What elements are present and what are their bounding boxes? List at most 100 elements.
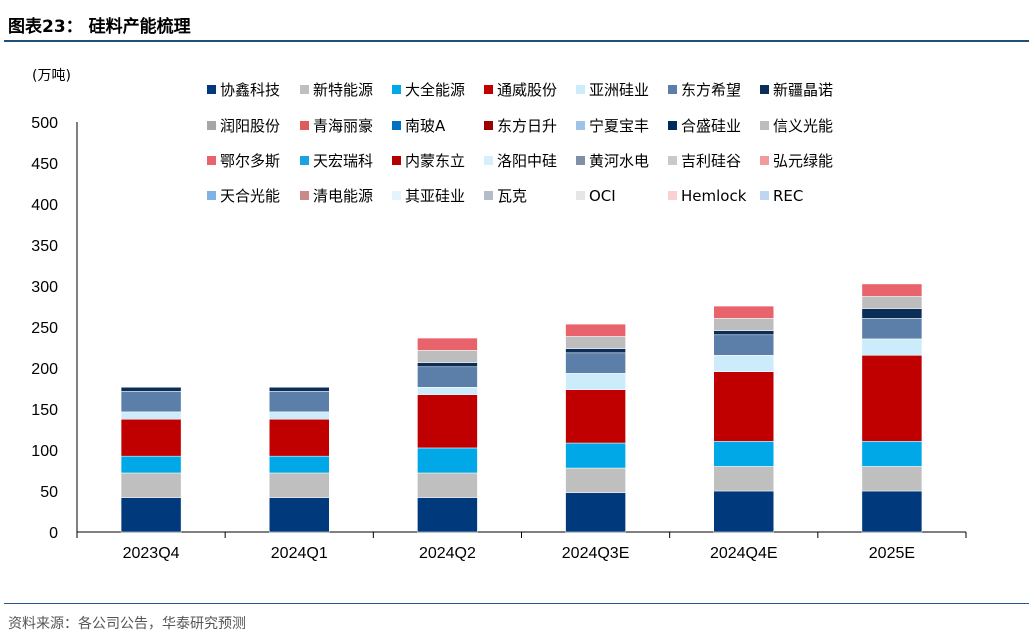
legend-label: 其亚硅业: [405, 187, 465, 205]
legend-swatch: [760, 85, 769, 94]
legend-label: 天宏瑞科: [313, 152, 373, 170]
y-tick-label: 300: [31, 279, 58, 296]
legend-swatch: [392, 85, 401, 94]
x-tick-label: 2024Q2: [419, 545, 476, 562]
y-tick-label: 100: [31, 443, 58, 460]
legend-swatch: [760, 121, 769, 130]
legend-label: 内蒙东立: [405, 152, 465, 170]
bar-segment: [565, 492, 626, 533]
x-tick-label: 2024Q4E: [710, 545, 778, 562]
legend-swatch: [207, 191, 216, 200]
bar-segment: [565, 467, 626, 493]
bar-segment: [713, 371, 774, 442]
bar-segment: [713, 330, 774, 336]
y-tick-label: 500: [31, 115, 58, 132]
legend-label: 信义光能: [773, 117, 833, 135]
bar-segment: [120, 472, 182, 498]
legend-swatch: [668, 85, 677, 94]
legend-label: 清电能源: [313, 187, 373, 205]
bar-segment: [565, 442, 626, 469]
bars: [120, 283, 923, 533]
bar-segment: [565, 348, 626, 354]
bar-segment: [417, 337, 478, 351]
bar-segment: [269, 419, 330, 457]
title-rule: [4, 40, 1029, 42]
bar-segment: [269, 497, 330, 533]
legend-label: 新疆晶诺: [773, 81, 833, 99]
legend-label: 通威股份: [497, 81, 557, 99]
x-tick-label: 2023Q4: [123, 545, 180, 562]
bar-segment: [713, 334, 774, 356]
bar-segment: [417, 362, 478, 368]
bar-segment: [861, 308, 923, 319]
legend-swatch: [760, 191, 769, 200]
bar-segment: [120, 391, 182, 413]
bar-segment: [417, 387, 478, 395]
bar-segment: [861, 283, 923, 297]
legend-label: REC: [773, 187, 803, 205]
legend-label: OCI: [589, 187, 616, 205]
legend-swatch: [576, 191, 585, 200]
bar-segment: [861, 296, 923, 309]
bar-segment: [269, 387, 330, 392]
x-tick-label: 2025E: [869, 545, 915, 562]
legend-label: 合盛硅业: [681, 117, 741, 135]
bar-segment: [565, 352, 626, 374]
legend-label: 洛阳中硅: [497, 152, 557, 170]
legend-label: 东方日升: [497, 117, 557, 135]
legend-swatch: [484, 156, 493, 165]
bar-segment: [417, 366, 478, 388]
bar-segment: [861, 338, 923, 356]
legend-label: 弘元绿能: [773, 152, 833, 170]
bar-segment: [269, 391, 330, 413]
legend-label: 黄河水电: [589, 152, 649, 170]
bar-segment: [417, 350, 478, 363]
bar-segment: [269, 455, 330, 474]
bar-segment: [713, 305, 774, 319]
legend-swatch: [668, 156, 677, 165]
legend-label: 南玻A: [405, 117, 446, 135]
footer-rule: [4, 603, 1029, 604]
legend-label: 新特能源: [313, 81, 373, 99]
bar-segment: [417, 394, 478, 449]
y-tick-label: 150: [31, 402, 58, 419]
legend-label: 大全能源: [405, 81, 465, 99]
legend-label: 吉利硅谷: [681, 152, 741, 170]
figure-title: 图表23： 硅料产能梳理: [8, 17, 191, 37]
bar-segment: [861, 318, 923, 340]
legend-swatch: [392, 191, 401, 200]
bar-segment: [269, 411, 330, 420]
bar-segment: [861, 355, 923, 442]
y-tick-label: 250: [31, 320, 58, 337]
legend-label: 润阳股份: [220, 117, 280, 135]
bar-segment: [713, 355, 774, 372]
source-note: 资料来源：各公司公告，华泰研究预测: [8, 616, 246, 632]
legend-swatch: [576, 121, 585, 130]
bar-segment: [713, 318, 774, 331]
legend-swatch: [207, 156, 216, 165]
y-tick-label: 350: [31, 238, 58, 255]
legend-swatch: [576, 156, 585, 165]
bar-segment: [861, 441, 923, 467]
legend-label: 东方希望: [681, 81, 741, 99]
bar-segment: [713, 490, 774, 533]
legend-label: 青海丽豪: [313, 117, 373, 135]
legend-swatch: [484, 85, 493, 94]
bar-segment: [120, 497, 182, 533]
bar-segment: [565, 373, 626, 390]
y-axis-unit-label: (万吨): [32, 68, 71, 84]
legend-swatch: [207, 121, 216, 130]
x-tick-label: 2024Q3E: [562, 545, 630, 562]
bar-segment: [417, 447, 478, 474]
legend-swatch: [300, 191, 309, 200]
bar-segment: [713, 441, 774, 467]
bar-segment: [861, 490, 923, 533]
bar-segment: [120, 411, 182, 420]
x-tick-label: 2024Q1: [271, 545, 328, 562]
bar-segment: [417, 497, 478, 533]
legend-swatch: [207, 85, 216, 94]
axes: 0 50 100 150 200 250 300 350 400 450 500 2023Q4 2024…: [31, 115, 967, 562]
bar-segment: [120, 455, 182, 474]
